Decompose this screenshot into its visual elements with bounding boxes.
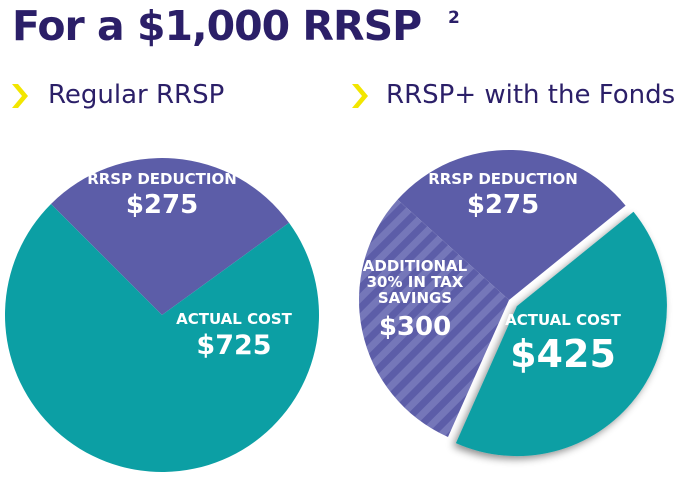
pie-slice bbox=[455, 211, 667, 457]
slice-value-label: $725 bbox=[196, 330, 272, 361]
page-title: For a $1,000 RRSP bbox=[12, 2, 422, 50]
chart-subtitle: RRSP+ with the Fonds bbox=[386, 80, 676, 110]
footnote-mark: 2 bbox=[448, 8, 460, 28]
slice-label: RRSP DEDUCTION bbox=[87, 170, 237, 188]
pie-slice bbox=[397, 150, 626, 300]
chevron bbox=[352, 84, 368, 108]
slice-label: ACTUAL COST bbox=[176, 310, 292, 328]
slice-value-label: $275 bbox=[125, 190, 199, 220]
chart-subtitle: Regular RRSP bbox=[48, 80, 225, 110]
pie-slice bbox=[359, 199, 509, 438]
slice-label: RRSP DEDUCTION bbox=[428, 170, 578, 188]
slice-value-label: $275 bbox=[466, 190, 540, 220]
slice-label: ACTUAL COST bbox=[505, 311, 621, 329]
pie-slice bbox=[4, 203, 320, 473]
slice-value-label: $425 bbox=[510, 332, 616, 376]
slice-label: ADDITIONAL 30% IN TAX SAVINGS bbox=[362, 257, 468, 307]
pie-slice bbox=[50, 158, 290, 315]
slice-value-label: $300 bbox=[378, 312, 452, 342]
chevron bbox=[12, 84, 28, 108]
